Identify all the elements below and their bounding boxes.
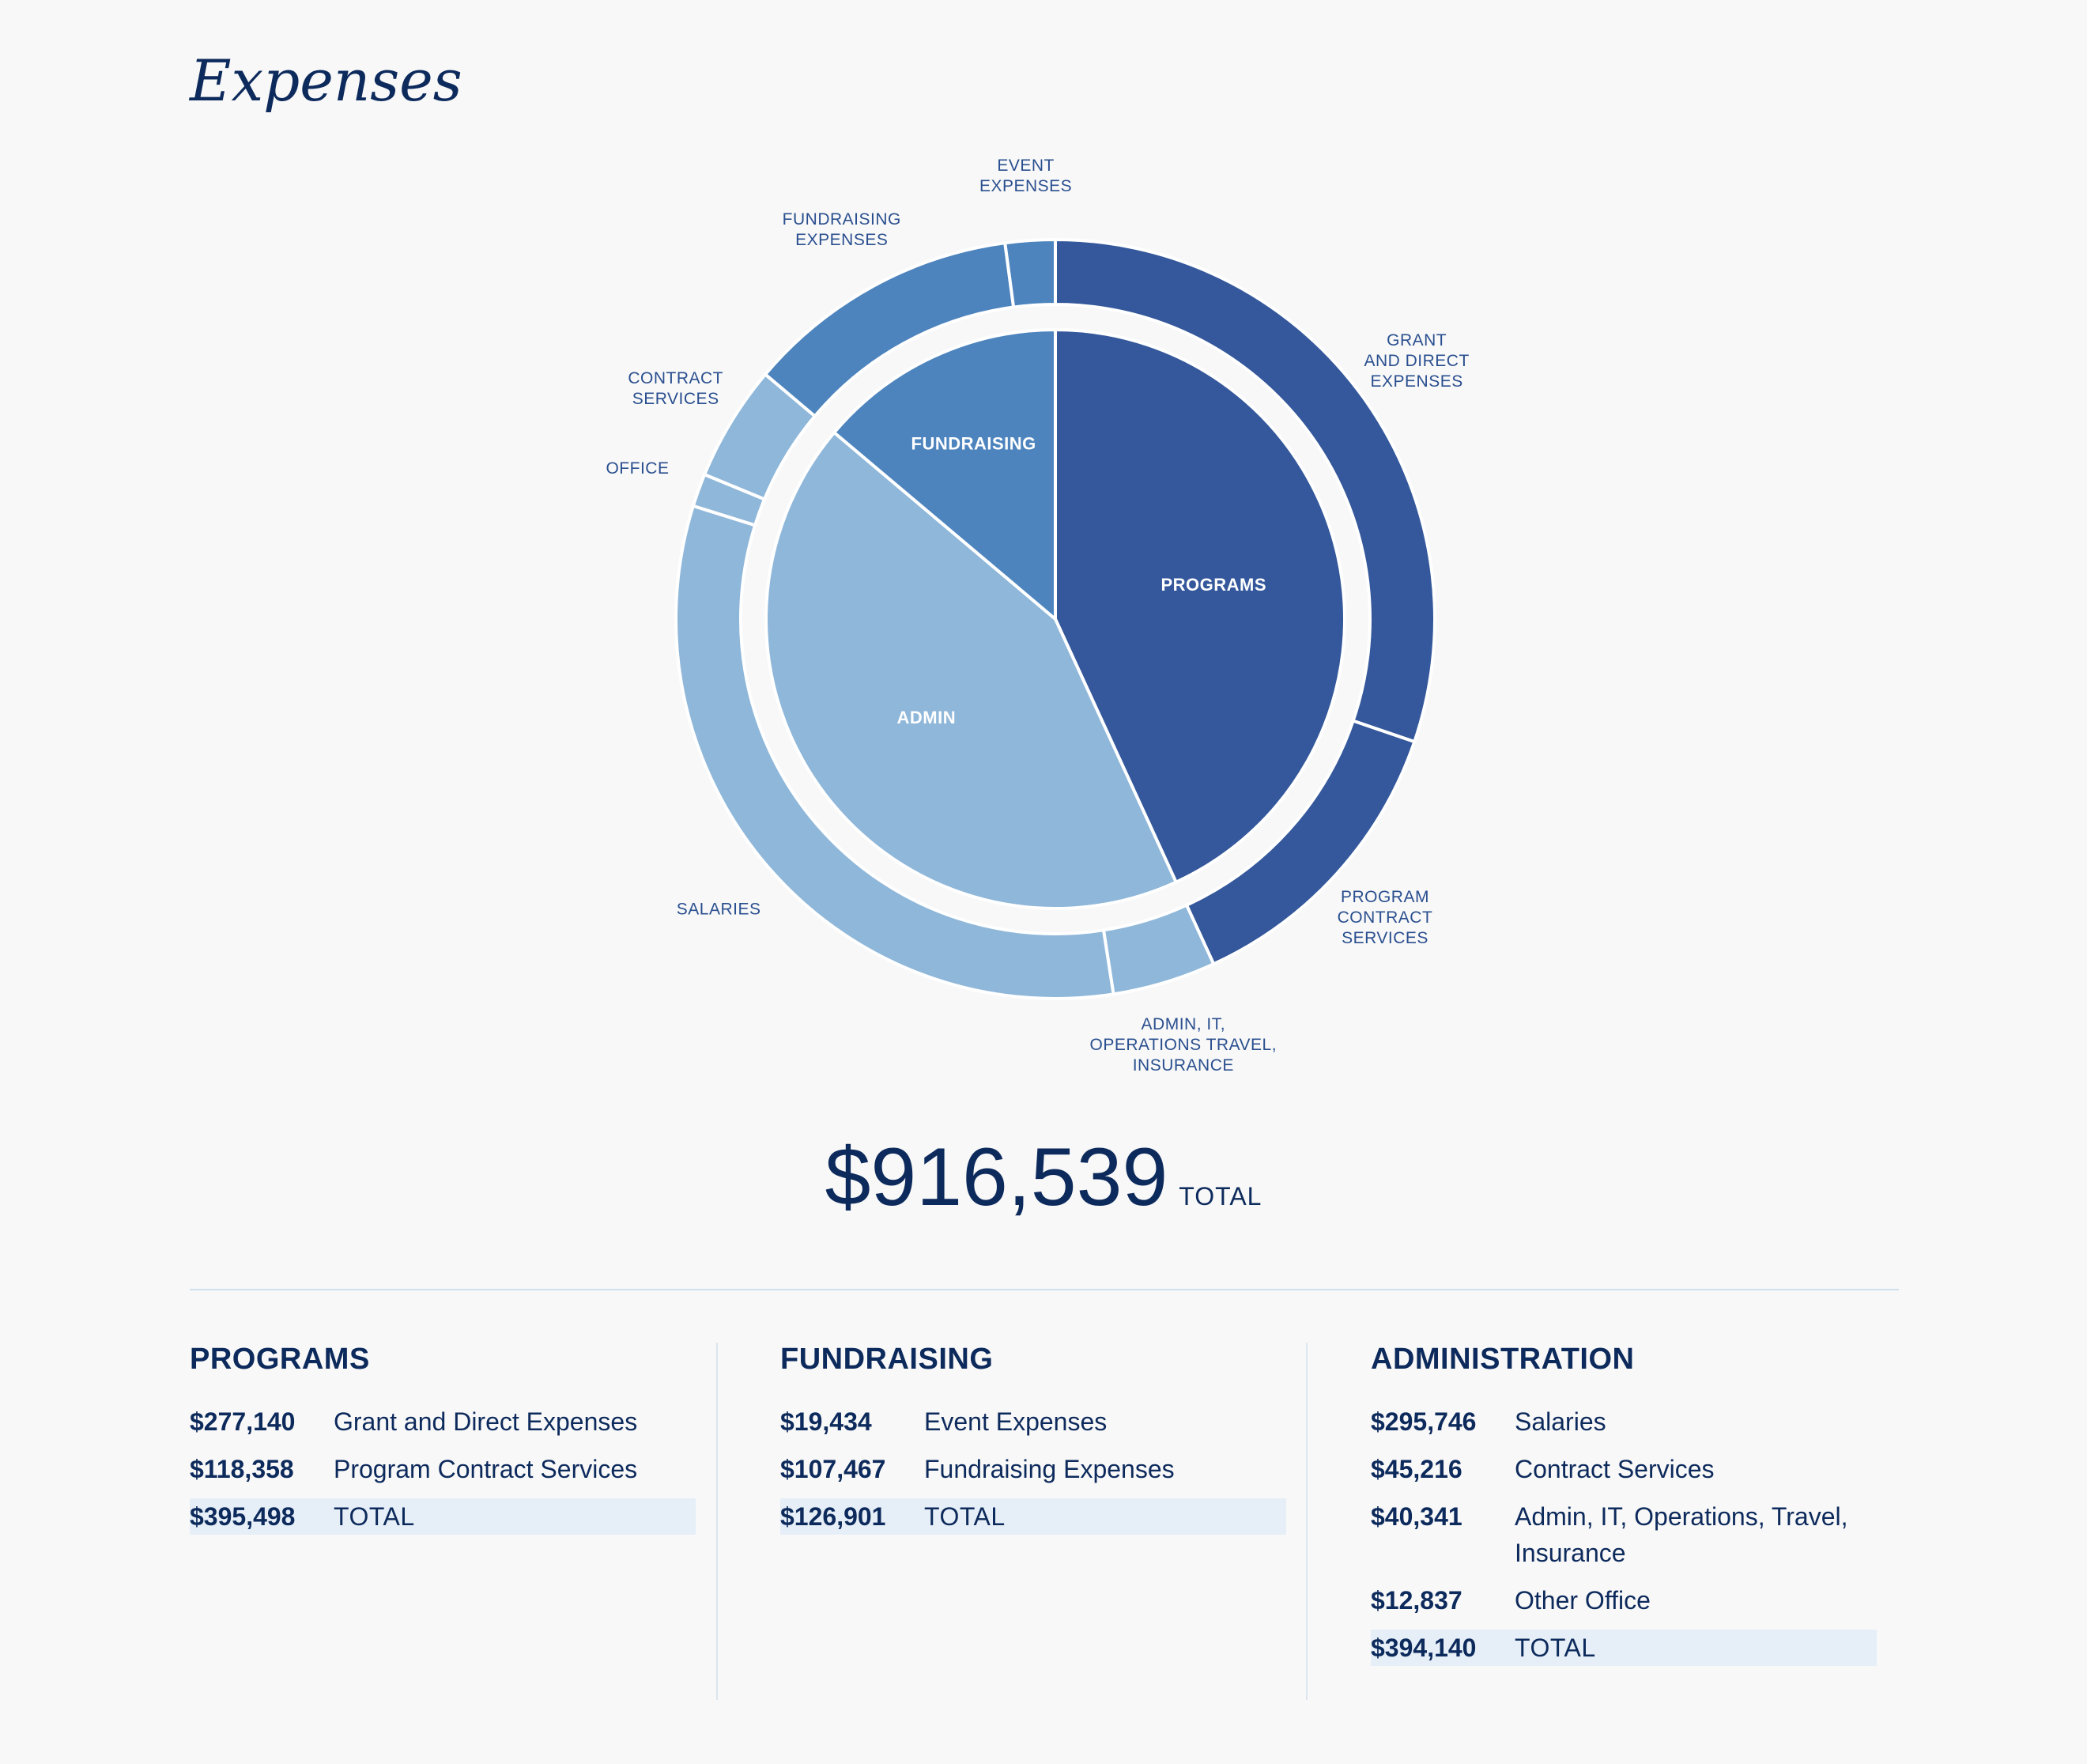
outer-ring [674, 237, 1436, 1001]
row-label: Event Expenses [924, 1407, 1108, 1436]
grand-total: $916,539 TOTAL [0, 1131, 2087, 1225]
column-heading: FUNDRAISING [780, 1343, 994, 1376]
inner-label-programs: PROGRAMS [1160, 575, 1266, 595]
row-value: $12,837 [1371, 1586, 1462, 1615]
total-row: $394,140 TOTAL [1371, 1630, 1877, 1666]
column-heading: PROGRAMS [190, 1343, 370, 1376]
inner-labels: PROGRAMS ADMIN FUNDRAISING [897, 434, 1266, 727]
outer-label-event-expenses: EVENT EXPENSES [979, 157, 1072, 195]
column-heading: ADMINISTRATION [1371, 1343, 1635, 1376]
outer-label-fundraising-expenses: FUNDRAISING EXPENSES [783, 210, 901, 249]
fundraising-column: FUNDRAISING $19,434 Event Expenses $107,… [780, 1343, 1286, 1546]
outer-slice-event-expenses [1002, 237, 1057, 309]
outer-labels: GRANT AND DIRECT EXPENSES PROGRAM CONTRACT SE… [606, 157, 1469, 1075]
column-divider [716, 1343, 718, 1700]
table-row: $118,358 Program Contract Services [190, 1451, 696, 1487]
outer-label-program-contract-services: PROGRAM CONTRACT SERVICES [1338, 888, 1433, 947]
outer-slice-salaries [674, 504, 1115, 1001]
administration-column: ADMINISTRATION $295,746 Salaries $45,216… [1371, 1343, 1877, 1677]
total-label: TOTAL [924, 1502, 1006, 1531]
row-label: Program Contract Services [334, 1455, 638, 1483]
outer-label-salaries: SALARIES [677, 901, 761, 919]
inner-pie [764, 327, 1346, 910]
row-value: $19,434 [780, 1407, 872, 1436]
inner-slice-fundraising [832, 327, 1057, 623]
inner-slice-programs [1054, 327, 1346, 885]
outer-label-grant-and-direct-expenses: GRANT AND DIRECT EXPENSES [1364, 331, 1469, 391]
table-row: $12,837 Other Office [1371, 1582, 1877, 1619]
row-label: Grant and Direct Expenses [334, 1407, 638, 1436]
outer-label-office: OFFICE [606, 459, 669, 478]
column-divider [1306, 1343, 1308, 1700]
row-value: $295,746 [1371, 1407, 1477, 1436]
page-title: Expenses [190, 47, 462, 114]
row-label: Contract Services [1515, 1455, 1715, 1483]
row-label: Other Office [1515, 1586, 1651, 1615]
table-row: $19,434 Event Expenses [780, 1403, 1286, 1440]
total-label: TOTAL [334, 1502, 415, 1531]
table-row: $295,746 Salaries [1371, 1403, 1877, 1440]
row-value: $277,140 [190, 1407, 296, 1436]
total-value: $126,901 [780, 1502, 886, 1531]
row-label: Fundraising Expenses [924, 1455, 1175, 1483]
outer-label-contract-services: CONTRACT SERVICES [628, 369, 723, 408]
inner-label-admin: ADMIN [897, 708, 957, 727]
total-value: $395,498 [190, 1502, 296, 1531]
inner-label-fundraising: FUNDRAISING [911, 434, 1036, 454]
divider [190, 1289, 1899, 1290]
row-label: Admin, IT, Operations, Travel, Insurance [1515, 1502, 1848, 1567]
row-value: $118,358 [190, 1455, 294, 1483]
total-label: TOTAL [1515, 1634, 1596, 1662]
row-value: $45,216 [1371, 1455, 1462, 1483]
outer-label-admin-it-operations-travel-insurance: ADMIN, IT, OPERATIONS TRAVEL, INSURANCE [1090, 1015, 1277, 1075]
programs-column: PROGRAMS $277,140 Grant and Direct Expen… [190, 1343, 696, 1546]
row-label: Salaries [1515, 1407, 1606, 1436]
row-value: $40,341 [1371, 1502, 1462, 1531]
row-value: $107,467 [780, 1455, 886, 1483]
expenses-donut-chart: GRANT AND DIRECT EXPENSES PROGRAM CONTRACT SE… [606, 157, 1469, 1075]
table-row: $107,467 Fundraising Expenses [780, 1451, 1286, 1487]
table-row: $40,341 Admin, IT, Operations, Travel, I… [1371, 1498, 1877, 1571]
inner-slice-admin [764, 430, 1179, 910]
total-row: $395,498 TOTAL [190, 1498, 696, 1535]
grand-total-label: TOTAL [1179, 1182, 1262, 1211]
total-row: $126,901 TOTAL [780, 1498, 1286, 1535]
total-value: $394,140 [1371, 1634, 1477, 1662]
table-row: $277,140 Grant and Direct Expenses [190, 1403, 696, 1440]
table-row: $45,216 Contract Services [1371, 1451, 1877, 1487]
grand-total-amount: $916,539 [825, 1131, 1168, 1223]
